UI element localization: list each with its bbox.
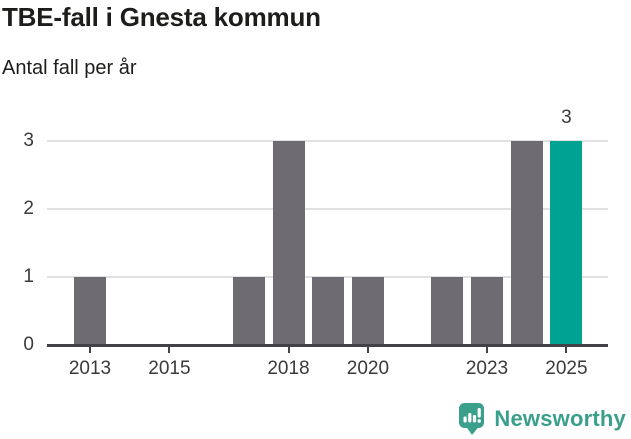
y-axis-label-3: 3 <box>23 130 34 151</box>
newsworthy-speech-bubble-bar-chart-icon <box>458 402 485 436</box>
bar-2025 <box>550 141 583 345</box>
bar-2023 <box>471 277 503 345</box>
chart-subtitle: Antal fall per år <box>2 57 137 79</box>
bar-2018 <box>272 141 305 345</box>
x-axis-tick-2015 <box>168 347 171 353</box>
x-axis-tick-2018 <box>287 347 290 353</box>
x-axis-label-2020: 2020 <box>346 358 390 379</box>
y-axis-label-0: 0 <box>23 334 34 355</box>
bar-2022 <box>431 277 464 345</box>
y-axis-label-1: 1 <box>23 266 34 287</box>
y-axis-label-2: 2 <box>23 198 34 219</box>
chart-title: TBE-fall i Gnesta kommun <box>2 2 321 32</box>
x-axis-label-2018: 2018 <box>267 358 310 379</box>
bar-2013 <box>74 277 106 345</box>
x-axis-line <box>47 344 608 347</box>
x-axis-label-2013: 2013 <box>68 358 112 379</box>
x-axis-tick-2013 <box>89 347 91 353</box>
x-axis-label-2025: 2025 <box>545 358 588 379</box>
x-axis-label-2015: 2015 <box>148 358 191 379</box>
newsworthy-logo-link[interactable]: Newsworthy <box>458 402 626 436</box>
bar-2017 <box>232 277 265 345</box>
gridline-y-3 <box>47 140 608 142</box>
bar-2020 <box>351 277 384 345</box>
x-axis-tick-2023 <box>486 347 488 353</box>
gridline-y-2 <box>47 208 608 210</box>
highlight-bar-value-label: 3 <box>561 107 572 128</box>
bar-2024 <box>510 141 543 345</box>
x-axis-label-2023: 2023 <box>465 358 509 379</box>
x-axis-tick-2020 <box>366 347 369 353</box>
x-axis-tick-2025 <box>565 347 568 353</box>
bar-2019 <box>312 277 345 345</box>
newsworthy-logo-text: Newsworthy <box>494 406 626 431</box>
